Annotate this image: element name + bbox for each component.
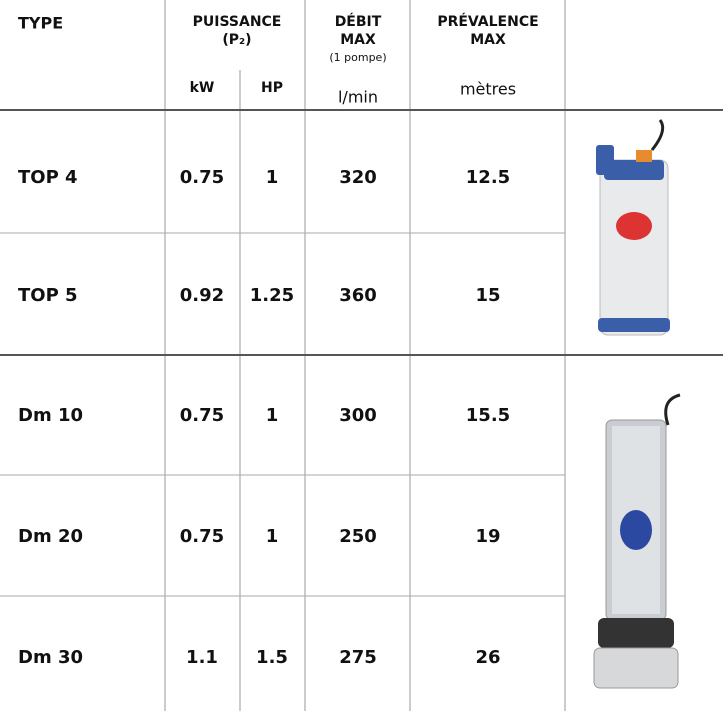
flow-cell: 300: [339, 405, 377, 426]
type-cell: Dm 10: [18, 405, 83, 426]
hp-cell: 1: [266, 526, 279, 547]
kw-cell: 0.75: [180, 167, 224, 188]
header-head: MAX: [470, 32, 506, 48]
header-type: TYPE: [18, 14, 63, 33]
hp-cell: 1.5: [256, 647, 288, 668]
header-flow-note: (1 pompe): [329, 51, 386, 64]
pump-image-top: [596, 119, 670, 336]
header-unit: l/min: [338, 88, 378, 107]
header-unit: HP: [261, 80, 283, 96]
header-power: (P₂): [222, 32, 251, 48]
head-cell: 15: [475, 285, 500, 306]
kw-cell: 1.1: [186, 647, 218, 668]
pump-image-dm: [593, 393, 681, 689]
header-unit: mètres: [460, 80, 516, 99]
flow-cell: 275: [339, 647, 377, 668]
hp-cell: 1: [266, 405, 279, 426]
hp-cell: 1: [266, 167, 279, 188]
kw-cell: 0.75: [180, 526, 224, 547]
head-cell: 19: [475, 526, 500, 547]
hp-cell: 1.25: [250, 285, 294, 306]
head-cell: 15.5: [466, 405, 510, 426]
type-cell: TOP 4: [18, 167, 78, 188]
header-power: PUISSANCE: [193, 14, 282, 30]
flow-cell: 320: [339, 167, 377, 188]
head-cell: 26: [475, 647, 500, 668]
kw-cell: 0.92: [180, 285, 224, 306]
header-unit: kW: [190, 80, 215, 96]
head-cell: 12.5: [466, 167, 510, 188]
kw-cell: 0.75: [180, 405, 224, 426]
header-head: PRÉVALENCE: [437, 13, 538, 30]
type-cell: Dm 30: [18, 647, 83, 668]
flow-cell: 250: [339, 526, 377, 547]
header-flow: MAX: [340, 32, 376, 48]
flow-cell: 360: [339, 285, 377, 306]
type-cell: Dm 20: [18, 526, 83, 547]
type-cell: TOP 5: [18, 285, 78, 306]
header-flow: DÉBIT: [335, 13, 382, 30]
